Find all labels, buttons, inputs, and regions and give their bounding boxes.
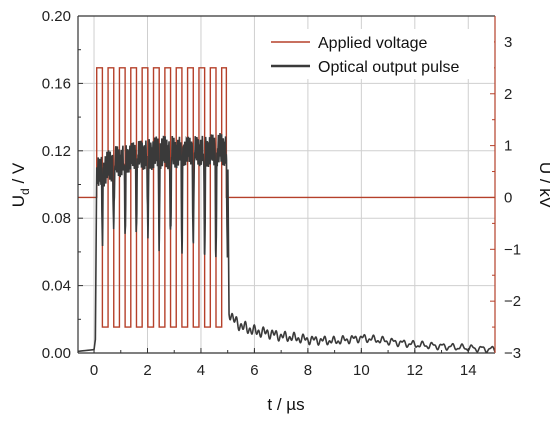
x-axis-title: t / µs [267, 395, 304, 414]
y-axis-title-right: U / kV [536, 162, 550, 209]
series-layer [77, 67, 496, 354]
y-left-title-main: U [9, 195, 28, 207]
y-right-tick-label: 3 [504, 34, 512, 51]
y-right-tick-label: −3 [504, 345, 521, 362]
y-right-tick-label: 2 [504, 86, 512, 103]
y-left-tick-label: 0.16 [42, 75, 71, 92]
y-right-tick-label: 1 [504, 138, 512, 155]
y-left-tick-label: 0.12 [42, 143, 71, 160]
x-tick-label: 8 [304, 362, 312, 379]
x-tick-label: 4 [197, 362, 205, 379]
y-left-title-unit: / V [9, 162, 28, 188]
optical-output-line [77, 133, 496, 354]
y-left-tick-label: 0.20 [42, 8, 71, 25]
x-tick-label: 10 [353, 362, 370, 379]
tick-labels: 0 2 4 6 8 10 12 140.000.040.080.120.160.20−3−2−… [42, 8, 521, 379]
y-axis-title-left: Ud / V [9, 162, 32, 207]
x-tick-label: 6 [250, 362, 258, 379]
y-left-tick-label: 0.04 [42, 278, 71, 295]
axes [77, 15, 496, 354]
y-right-tick-label: −2 [504, 293, 521, 310]
legend-label-optical-output: Optical output pulse [318, 59, 460, 76]
y-right-tick-label: −1 [504, 241, 521, 258]
legend: Applied voltage Optical output pulse [262, 29, 494, 79]
y-left-tick-label: 0.00 [42, 345, 71, 362]
y-left-title-sub: d [18, 188, 32, 195]
x-tick-label: 14 [460, 362, 477, 379]
x-tick-label: 12 [406, 362, 423, 379]
legend-label-applied-voltage: Applied voltage [318, 35, 428, 52]
x-tick-label: 2 [143, 362, 151, 379]
x-tick-label: 0 [90, 362, 98, 379]
y-right-tick-label: 0 [504, 189, 512, 206]
legend-box [262, 29, 494, 79]
y-left-tick-label: 0.08 [42, 210, 71, 227]
applied-voltage-line [78, 67, 495, 328]
